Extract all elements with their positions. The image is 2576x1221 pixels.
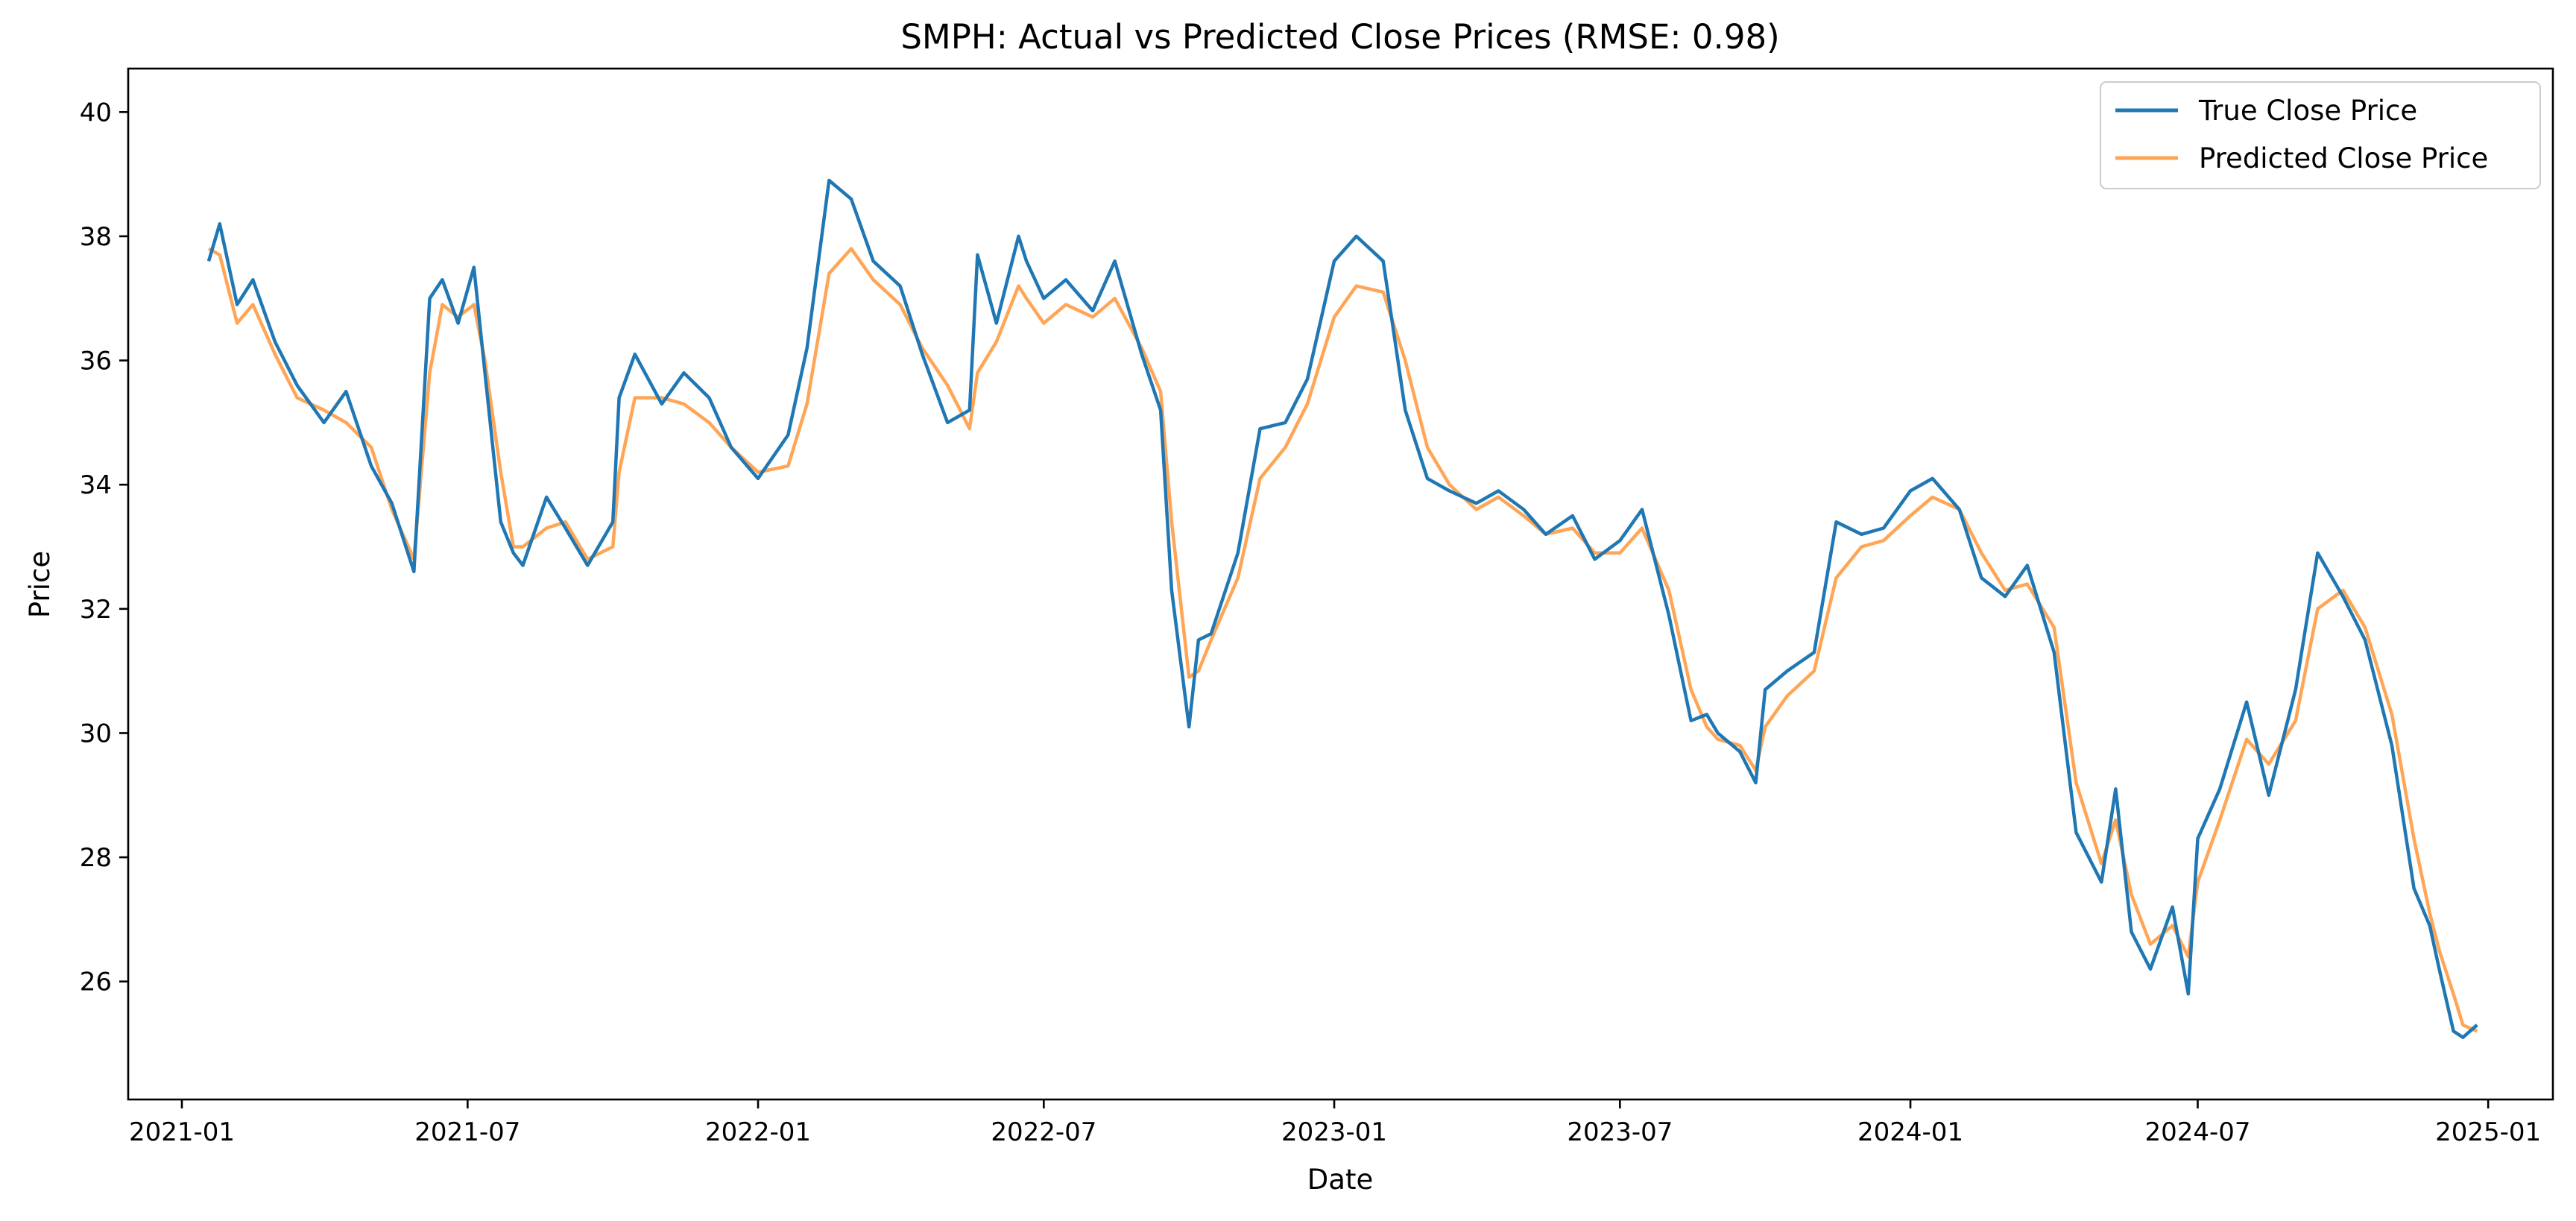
y-tick-label: 38 — [80, 222, 112, 252]
y-axis-label: Price — [24, 551, 56, 618]
x-tick-label: 2023-07 — [1567, 1117, 1673, 1147]
plot-series — [206, 178, 2478, 1039]
y-tick-label: 34 — [80, 470, 112, 500]
x-tick-label: 2025-01 — [2435, 1117, 2541, 1147]
legend-label-true: True Close Price — [2198, 95, 2417, 127]
x-axis: 2021-01 2021-07 2022-01 2022-07 2023-01 2023-… — [129, 1099, 2541, 1147]
legend: True Close Price Predicted Close Price — [2100, 81, 2541, 189]
x-tick-label: 2022-07 — [991, 1117, 1096, 1147]
x-tick-label: 2024-07 — [2144, 1117, 2250, 1147]
chart-title: SMPH: Actual vs Predicted Close Prices (… — [900, 17, 1779, 57]
x-axis-label: Date — [1307, 1164, 1373, 1196]
y-tick-label: 30 — [80, 719, 112, 748]
plot-frame — [127, 67, 2554, 1101]
series-line-predicted — [207, 247, 2478, 1033]
legend-label-predicted: Predicted Close Price — [2199, 142, 2488, 174]
y-tick-label: 26 — [80, 968, 112, 997]
legend-box — [2100, 81, 2541, 189]
x-tick-label: 2024-01 — [1857, 1117, 1963, 1147]
series-line-true — [206, 178, 2478, 1039]
x-tick-label: 2021-07 — [414, 1117, 520, 1147]
y-tick-label: 36 — [80, 347, 112, 376]
x-tick-label: 2021-01 — [129, 1117, 235, 1147]
y-tick-label: 28 — [80, 843, 112, 873]
y-axis: 26 28 30 32 34 36 38 40 — [80, 98, 128, 997]
y-tick-label: 32 — [80, 595, 112, 625]
x-tick-label: 2022-01 — [705, 1117, 811, 1147]
y-tick-label: 40 — [80, 98, 112, 127]
x-tick-label: 2023-01 — [1281, 1117, 1387, 1147]
